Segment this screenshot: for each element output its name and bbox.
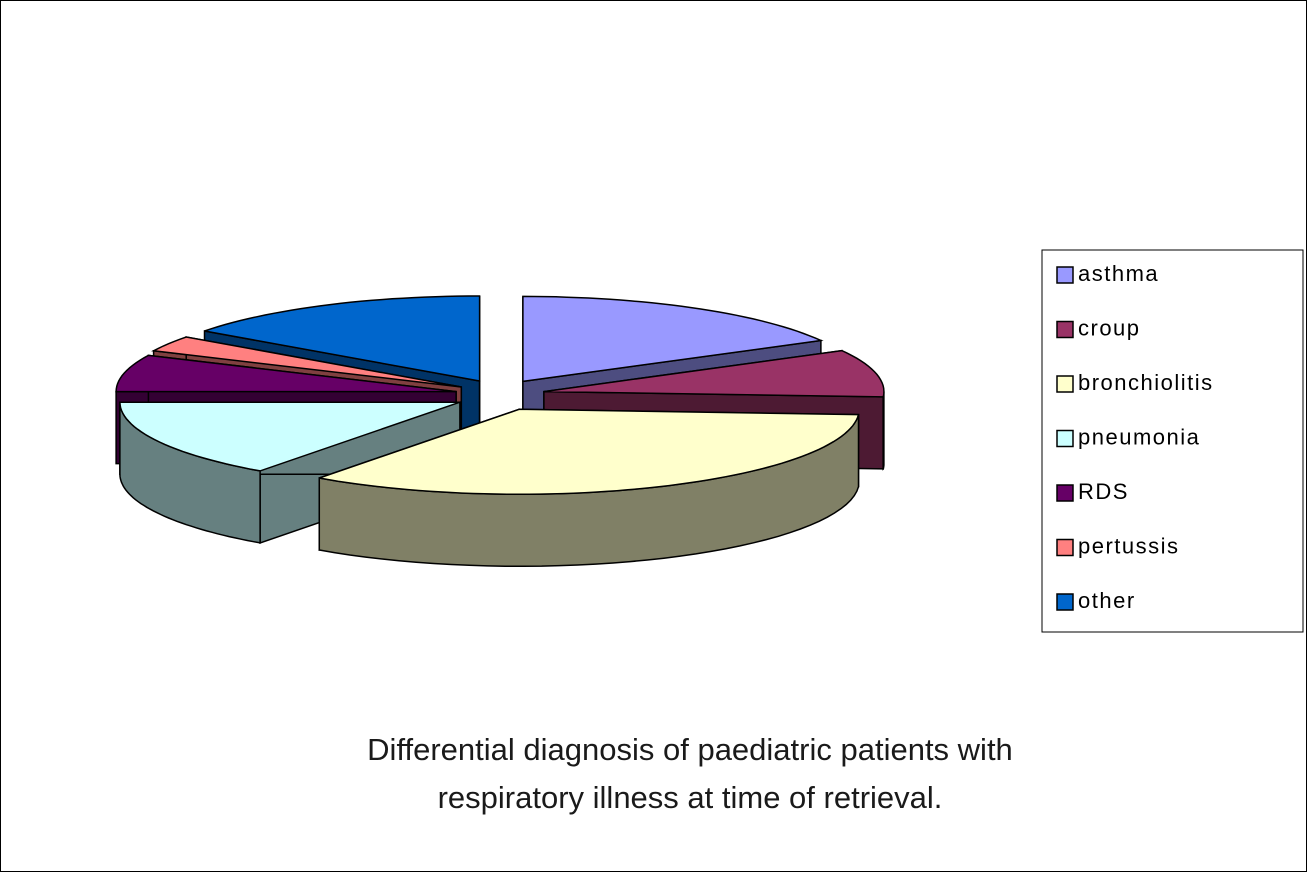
legend-swatch bbox=[1056, 429, 1074, 448]
slice bbox=[151, 336, 462, 388]
slice-side bbox=[882, 391, 885, 471]
slice bbox=[204, 295, 481, 382]
legend-swatch bbox=[1056, 484, 1074, 502]
legend-swatch bbox=[1056, 593, 1074, 611]
pie bbox=[115, 295, 885, 567]
chart-title: respiratory illness at time of retrieval… bbox=[438, 780, 943, 815]
legend-swatch bbox=[1056, 320, 1074, 339]
legend-label: other bbox=[1078, 588, 1136, 613]
legend-swatch bbox=[1056, 375, 1074, 393]
slice bbox=[119, 401, 461, 472]
legend-swatch bbox=[1056, 266, 1074, 284]
legend-swatch bbox=[1056, 538, 1074, 557]
legend-label: pneumonia bbox=[1078, 424, 1200, 449]
legend-label: RDS bbox=[1078, 479, 1129, 504]
slice bbox=[522, 295, 824, 383]
legend-label: asthma bbox=[1078, 261, 1159, 286]
legend-label: pertussis bbox=[1078, 533, 1180, 558]
slice bbox=[319, 408, 860, 496]
chart-title: Differential diagnosis of paediatric pat… bbox=[367, 732, 1013, 767]
slice bbox=[115, 354, 457, 393]
legend-box bbox=[1041, 249, 1304, 633]
legend-label: croup bbox=[1078, 315, 1141, 340]
legend: asthma croup bronchiolitis pneumonia RDS pert… bbox=[1056, 261, 1214, 613]
slice bbox=[543, 349, 885, 398]
legend-label: bronchiolitis bbox=[1078, 370, 1214, 395]
